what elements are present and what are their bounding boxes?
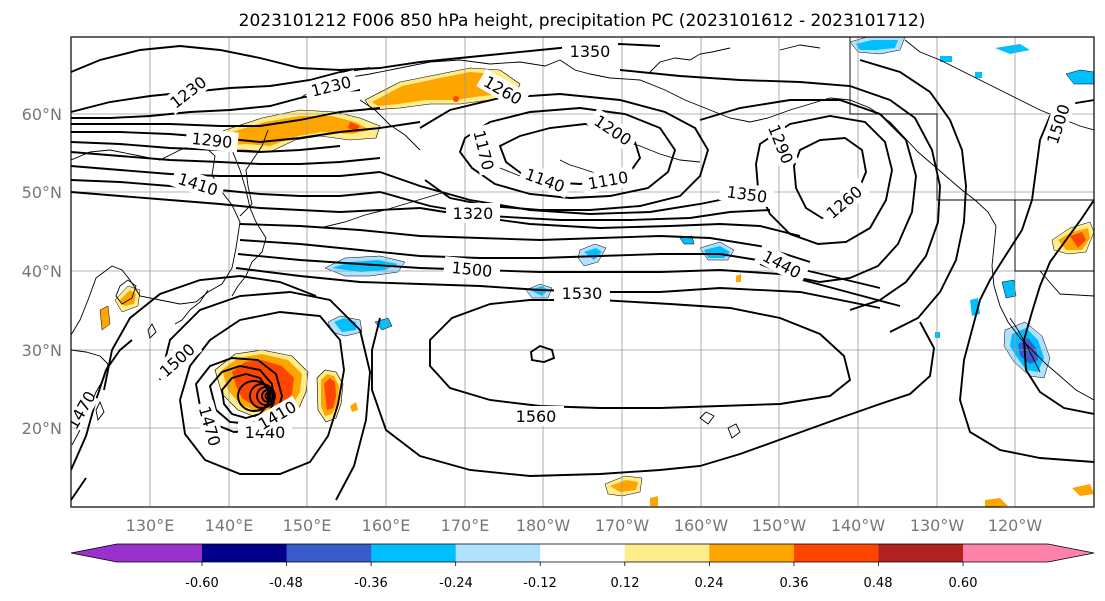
lon-label: 160°E <box>362 516 411 535</box>
colorbar <box>70 543 1095 566</box>
lon-label: 140°W <box>831 516 886 535</box>
colorbar-tick-label: 0.12 <box>611 576 640 591</box>
lon-label: 130°W <box>910 516 965 535</box>
colorbar-segment <box>202 544 288 562</box>
contour-label: 1350 <box>570 42 611 61</box>
colorbar-tick-label: -0.60 <box>185 576 219 591</box>
colorbar-tick-label: -0.36 <box>354 576 388 591</box>
contour-label: 1290 <box>191 129 233 152</box>
colorbar-tick-label: 0.60 <box>949 576 978 591</box>
lon-label: 140°E <box>205 516 254 535</box>
lat-label: 50°N <box>22 183 62 202</box>
lat-label: 40°N <box>22 262 62 281</box>
lon-label: 180°W <box>516 516 571 535</box>
colorbar-tick-label: 0.36 <box>780 576 809 591</box>
lon-label: 120°W <box>988 516 1043 535</box>
lat-label: 20°N <box>22 419 62 438</box>
contour-label: 1320 <box>453 204 494 223</box>
colorbar-segment <box>371 544 457 562</box>
colorbar-outline <box>70 543 1095 563</box>
latitude-labels: 60°N 50°N 40°N 30°N 20°N <box>22 105 62 438</box>
colorbar-extend-low <box>71 544 202 562</box>
lon-label: 130°E <box>126 516 175 535</box>
lon-label: 150°W <box>752 516 807 535</box>
map-area: 1350 1230 1230 1260 1290 1200 1170 1140 … <box>71 37 1094 507</box>
contour-label: 1440 <box>245 423 286 442</box>
colorbar-segment <box>455 544 541 562</box>
contour-label: 1560 <box>516 407 557 426</box>
colorbar-segment <box>878 544 964 562</box>
longitude-labels: 130°E 140°E 150°E 160°E 170°E 180°W 170°… <box>126 516 1043 535</box>
colorbar-segment <box>793 544 879 562</box>
lon-label: 170°E <box>441 516 490 535</box>
lat-label: 60°N <box>22 105 62 124</box>
colorbar-tick-label: -0.24 <box>439 576 473 591</box>
colorbar-segment <box>540 544 626 562</box>
lon-label: 170°W <box>595 516 650 535</box>
lat-label: 30°N <box>22 341 62 360</box>
colorbar-extend-high <box>963 544 1094 562</box>
contour-label: 1530 <box>562 284 603 303</box>
coastlines <box>71 37 1094 446</box>
colorbar-tick-labels: -0.60 -0.48 -0.36 -0.24 -0.12 0.12 0.24 … <box>185 576 977 591</box>
colorbar-tick-label: 0.48 <box>864 576 893 591</box>
figure-title: 2023101212 F006 850 hPa height, precipit… <box>239 11 926 31</box>
lon-label: 150°E <box>283 516 332 535</box>
colorbar-segment <box>286 544 372 562</box>
colorbar-tick-label: -0.48 <box>269 576 303 591</box>
colorbar-tick-label: -0.12 <box>523 576 557 591</box>
height-contours <box>71 43 1094 501</box>
colorbar-tick-label: 0.24 <box>695 576 724 591</box>
colorbar-segment <box>624 544 710 562</box>
map-frame <box>70 36 1095 508</box>
lon-label: 160°W <box>674 516 729 535</box>
colorbar-segment <box>709 544 795 562</box>
contour-label: 1500 <box>451 258 493 281</box>
